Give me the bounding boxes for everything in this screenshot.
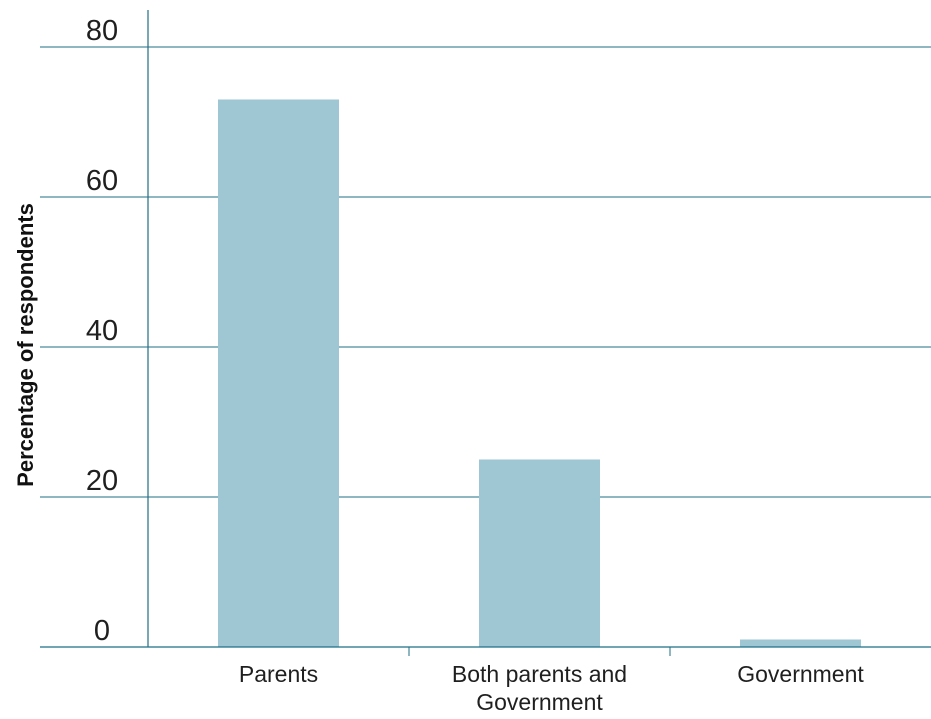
bar-1 <box>479 459 600 647</box>
bars <box>218 99 861 647</box>
x-tick-label-line: Parents <box>239 661 318 687</box>
bar-2 <box>740 639 861 647</box>
axes <box>40 10 931 656</box>
y-tick-label-60: 60 <box>86 165 118 197</box>
x-tick-label-line: Government <box>476 689 603 715</box>
y-axis-title: Percentage of respondents <box>13 203 38 487</box>
x-tick-label-1: Both parents and Government <box>452 661 627 715</box>
bar-0 <box>218 99 339 647</box>
x-tick-label-line: Both parents and <box>452 661 627 687</box>
y-tick-label-20: 20 <box>86 465 118 497</box>
y-tick-label-40: 40 <box>86 315 118 347</box>
grid-lines <box>40 46 931 498</box>
y-tick-label-0: 0 <box>94 615 110 647</box>
x-tick-label-0: Parents <box>239 661 318 687</box>
y-tick-label-80: 80 <box>86 15 118 47</box>
x-tick-label-line: Government <box>737 661 864 687</box>
x-tick-label-2: Government <box>737 661 864 687</box>
